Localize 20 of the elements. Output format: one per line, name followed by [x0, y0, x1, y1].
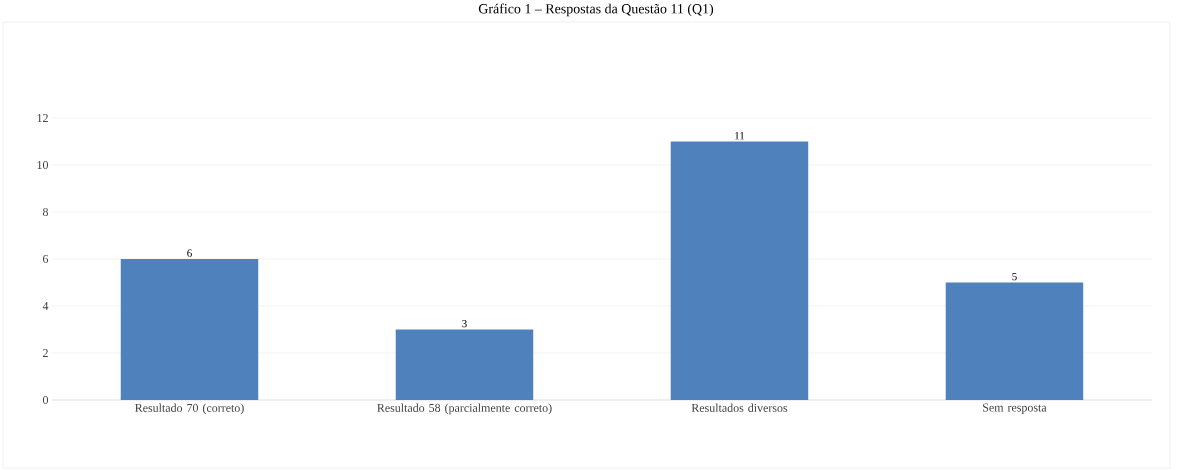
x-tick-label: Sem resposta	[983, 403, 1047, 414]
y-tick-label: 6	[43, 254, 49, 264]
bar	[670, 141, 809, 400]
x-tick-label: Resultados diversos	[691, 403, 788, 412]
data-label: 5	[1012, 273, 1017, 281]
y-tick-label: 0	[42, 395, 49, 405]
y-tick-label: 8	[42, 207, 49, 217]
bar	[945, 282, 1084, 400]
x-tick-label: Resultado 58 (parcialmente correto)	[377, 403, 552, 415]
y-tick-label: 4	[42, 302, 49, 310]
data-label: 3	[462, 319, 467, 328]
bar	[395, 329, 534, 400]
bar	[120, 259, 259, 400]
y-tick-label: 10	[37, 160, 49, 170]
y-tick-label: 12	[37, 114, 48, 122]
data-label: 6	[187, 249, 192, 257]
chart-title: Gráfico 1 – Respostas da Questão 11 (Q1)	[478, 3, 714, 17]
data-label: 11	[735, 132, 745, 140]
x-tick-label: Resultado 70 (correto)	[135, 403, 244, 415]
y-tick-label: 2	[43, 349, 48, 357]
